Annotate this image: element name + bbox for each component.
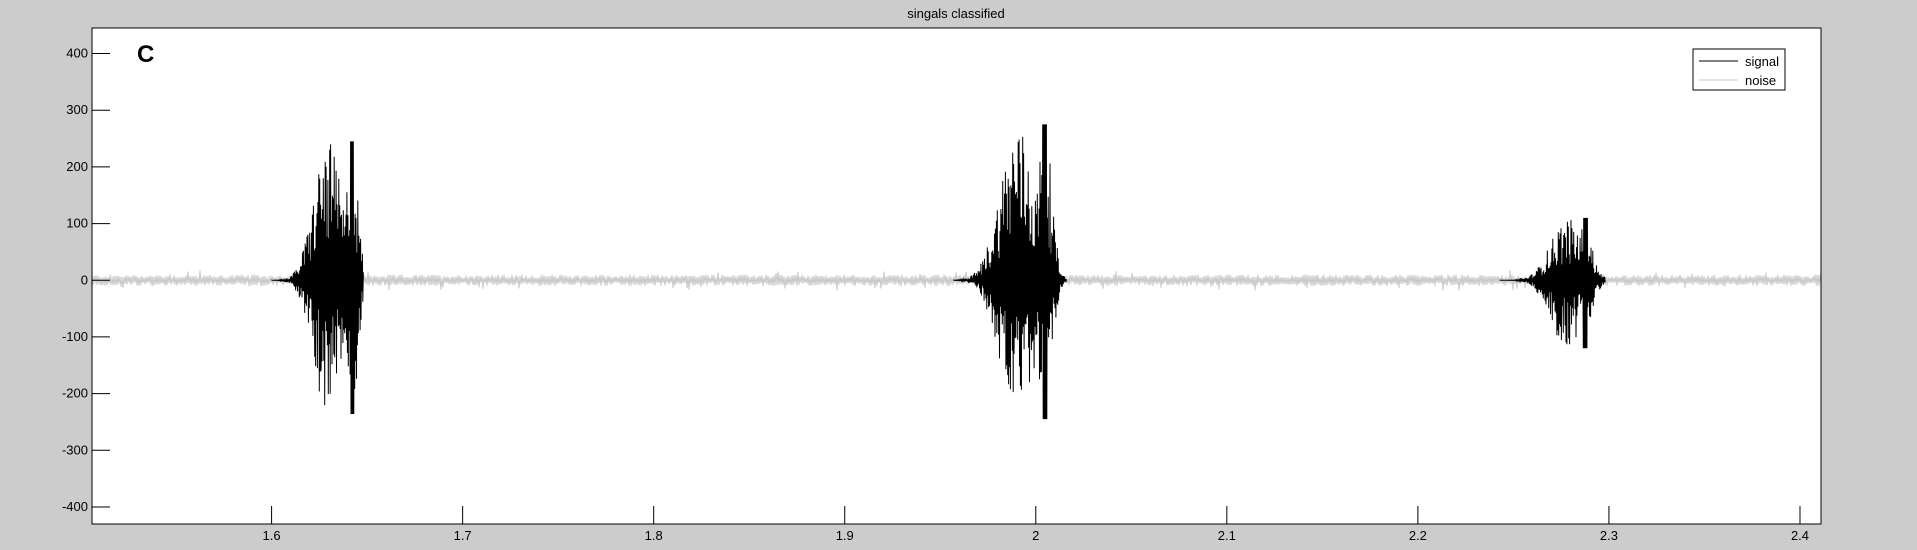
y-tick-label: -100 (62, 329, 88, 344)
legend-box (1692, 48, 1786, 91)
x-tick-label: 2 (1032, 528, 1039, 543)
legend: signal noise (1692, 48, 1786, 91)
x-tick-label: 2.3 (1600, 528, 1618, 543)
signal-burst (271, 141, 364, 415)
x-tick-label: 1.8 (645, 528, 663, 543)
y-tick-label: -200 (62, 386, 88, 401)
axes-frame (91, 27, 1822, 525)
chart-title: singals classified (907, 6, 1005, 21)
signal-burst (1499, 217, 1606, 349)
y-tick-label: 200 (66, 159, 88, 174)
x-tick-label: 1.6 (263, 528, 281, 543)
x-axis: 1.6 1.7 1.8 1.9 2 2.1 2.2 2.3 2.4 (263, 506, 1809, 543)
y-tick-label: 300 (66, 102, 88, 117)
y-tick-label: 400 (66, 46, 88, 61)
y-axis: 400 300 200 100 0 -100 -200 -300 -400 (62, 46, 110, 514)
signal-series-layer (271, 124, 1606, 420)
y-tick-label: -300 (62, 442, 88, 457)
signal-burst (953, 124, 1067, 420)
x-tick-label: 1.7 (454, 528, 472, 543)
x-tick-label: 1.9 (836, 528, 854, 543)
panel-label: C (137, 41, 154, 68)
x-tick-label: 2.2 (1409, 528, 1427, 543)
y-tick-label: 100 (66, 216, 88, 231)
y-tick-label: -400 (62, 499, 88, 514)
legend-label-signal: signal (1745, 54, 1779, 69)
x-tick-label: 2.4 (1791, 528, 1809, 543)
legend-label-noise: noise (1745, 73, 1776, 88)
y-tick-label: 0 (81, 272, 88, 287)
x-tick-label: 2.1 (1218, 528, 1236, 543)
